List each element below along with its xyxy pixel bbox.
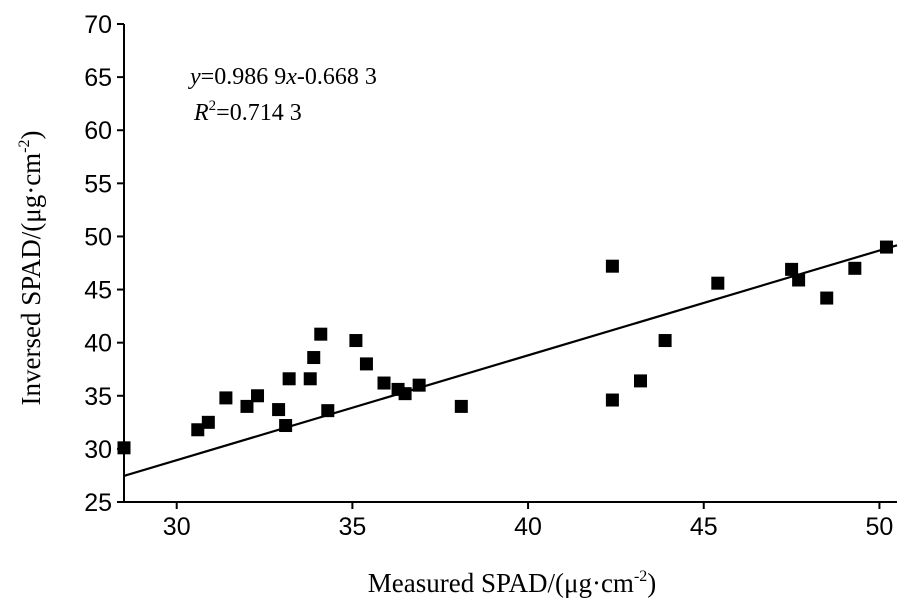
y-tick-label: 45 (84, 277, 112, 305)
y-tick-label: 55 (84, 170, 112, 198)
data-point (605, 393, 619, 407)
data-point (792, 273, 806, 287)
y-tick-label: 25 (84, 489, 112, 517)
r-squared-value: =0.714 3 (216, 100, 302, 126)
data-point (240, 399, 254, 413)
data-point (359, 357, 373, 371)
y-tick-label: 40 (84, 330, 112, 358)
regression-line-group (123, 244, 898, 477)
data-point (711, 276, 725, 290)
y-tick-label: 30 (84, 436, 112, 464)
r-squared-annotation: R2=0.714 3 (193, 98, 302, 126)
y-ticks: 25 30 35 40 45 50 55 60 65 70 (84, 11, 124, 517)
data-points (117, 240, 893, 455)
data-point (785, 262, 799, 276)
equation-y: y (188, 64, 201, 90)
data-point (219, 391, 233, 405)
x-ticks: 30 35 40 45 50 (163, 502, 894, 541)
data-point (398, 387, 412, 401)
r-squared-symbol: R (193, 100, 209, 126)
y-tick-label: 65 (84, 64, 112, 92)
data-point (303, 372, 317, 386)
regression-line (123, 244, 898, 477)
data-point (634, 374, 648, 388)
equation-coefficient: =0.986 9 (201, 64, 287, 90)
data-point (349, 334, 363, 348)
x-axis-title: Measured SPAD/(μg·cm-2) (368, 568, 657, 598)
x-tick-label: 50 (866, 513, 894, 541)
data-point (377, 376, 391, 390)
data-point (282, 372, 296, 386)
y-tick-label: 50 (84, 223, 112, 251)
regression-equation: y=0.986 9x-0.668 3 (188, 64, 377, 90)
data-point (879, 240, 893, 254)
data-point (848, 261, 862, 275)
x-tick-label: 30 (163, 513, 191, 541)
data-point (820, 291, 834, 305)
data-point (117, 441, 131, 455)
x-axis-title-main: Measured SPAD/(μg·cm (368, 568, 634, 598)
data-point (251, 389, 265, 403)
data-point (658, 334, 672, 348)
x-axis-title-close: ) (647, 568, 656, 598)
r-squared-sup: 2 (209, 98, 217, 114)
x-tick-label: 45 (690, 513, 718, 541)
data-point (191, 423, 205, 437)
data-point (307, 351, 321, 365)
equation-x: x (285, 64, 297, 90)
data-point (605, 259, 619, 273)
data-point (454, 399, 468, 413)
data-point (412, 378, 426, 392)
y-axis-title-close: ) (16, 130, 46, 139)
y-axis-title-sup: -2 (16, 139, 33, 152)
y-tick-label: 70 (84, 11, 112, 39)
data-point (279, 419, 293, 433)
data-point (321, 404, 335, 418)
equation-intercept: -0.668 3 (297, 64, 377, 90)
y-axis-title: Inversed SPAD/(μg·cm-2) (16, 130, 46, 405)
data-point (272, 403, 286, 417)
data-point (314, 327, 328, 341)
x-tick-label: 35 (338, 513, 366, 541)
data-point (201, 415, 215, 429)
x-axis-title-sup: -2 (634, 568, 647, 585)
x-tick-label: 40 (514, 513, 542, 541)
axes (123, 24, 897, 503)
y-tick-label: 35 (84, 383, 112, 411)
y-axis-title-main: Inversed SPAD/(μg·cm (16, 153, 46, 406)
y-tick-label: 60 (84, 117, 112, 145)
